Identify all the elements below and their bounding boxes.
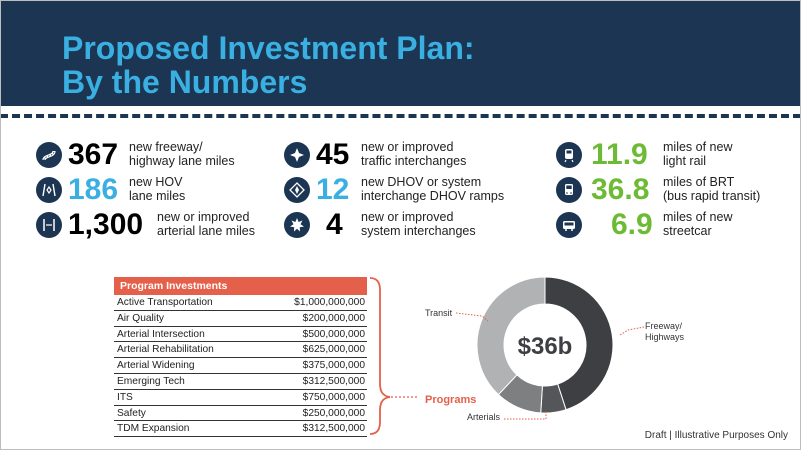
table-header: Program Investments xyxy=(114,277,367,295)
stat-number: 4 xyxy=(326,208,343,241)
table-row: Emerging Tech $312,500,000 xyxy=(114,374,367,390)
transit-leader-line xyxy=(456,312,489,322)
row-investment-value: $250,000,000 xyxy=(302,407,365,419)
stat-desc-line1: miles of new xyxy=(663,140,733,154)
stat-number: 186 xyxy=(68,173,119,206)
draft-disclaimer: Draft | Illustrative Purposes Only xyxy=(644,430,788,441)
table-row: Active Transportation $1,000,000,000 xyxy=(114,295,367,311)
chart-label-transit: Transit xyxy=(425,308,453,318)
row-investment-value: $312,500,000 xyxy=(302,375,365,387)
row-investment-value: $200,000,000 xyxy=(302,312,365,324)
row-program-name: Emerging Tech xyxy=(117,375,185,387)
row-investment-value: $375,000,000 xyxy=(302,360,365,372)
dhov-interchange-icon xyxy=(284,177,310,203)
table-row: Safety $250,000,000 xyxy=(114,406,367,422)
programs-label: Programs xyxy=(425,394,477,406)
stat-description: miles of BRT (bus rapid transit) xyxy=(663,175,760,203)
row-investment-value: $625,000,000 xyxy=(302,344,365,356)
row-program-name: Active Transportation xyxy=(117,297,213,308)
arterial-road-icon xyxy=(36,212,62,238)
header-banner: Proposed Investment Plan: By the Numbers xyxy=(0,0,801,106)
stat-desc-line2: highway lane miles xyxy=(129,154,235,168)
row-program-name: Arterial Intersection xyxy=(117,328,205,340)
stat-number: 367 xyxy=(68,138,119,171)
stat-description: miles of new streetcar xyxy=(663,210,732,238)
stat-description: miles of new light rail xyxy=(663,140,732,168)
stat-desc-line1: new freeway/ xyxy=(129,140,203,154)
chart-label-freeway: Freeway/ Highways xyxy=(645,321,684,343)
table-row: Arterial Intersection $500,000,000 xyxy=(114,327,367,343)
donut-slices xyxy=(476,276,614,414)
stat-desc-line1: miles of new xyxy=(663,210,733,224)
stat-desc-line2: traffic interchanges xyxy=(361,154,467,168)
donut-slice-transit xyxy=(476,276,546,396)
stat-desc-line2: light rail xyxy=(663,154,707,168)
stat-description: new HOV lane miles xyxy=(129,175,185,203)
stat-desc-line1: new or improved xyxy=(157,210,250,224)
row-investment-value: $500,000,000 xyxy=(302,328,365,340)
row-program-name: Arterial Widening xyxy=(117,360,195,372)
freeway-leader-line xyxy=(619,326,645,336)
road-curve-icon xyxy=(36,142,62,168)
donut-center-label: $36b xyxy=(518,333,573,360)
stat-number: 12 xyxy=(316,173,350,206)
table-row: TDM Expansion $312,500,000 xyxy=(114,421,367,438)
stat-number: 6.9 xyxy=(611,208,653,241)
title-line-1: Proposed Investment Plan: xyxy=(62,30,475,66)
table-body: Active Transportation $1,000,000,000 Air Q… xyxy=(114,295,367,438)
stat-description: new or improved system interchanges xyxy=(361,210,476,238)
stat-desc-line1: new or improved xyxy=(361,140,454,154)
table-row: ITS $750,000,000 xyxy=(114,390,367,406)
system-interchange-icon xyxy=(284,212,310,238)
stat-number: 36.8 xyxy=(591,173,650,206)
hov-lane-icon xyxy=(36,177,62,203)
stat-desc-line1: miles of BRT xyxy=(663,175,735,189)
stat-description: new freeway/ highway lane miles xyxy=(129,140,235,168)
stat-desc-line2: streetcar xyxy=(663,224,712,238)
donut-slice-freeway-highways xyxy=(544,276,614,411)
interchange-star-icon xyxy=(284,142,310,168)
table-row: Air Quality $200,000,000 xyxy=(114,311,367,327)
investment-donut-chart: $36b xyxy=(476,276,614,414)
stat-number: 45 xyxy=(316,138,350,171)
light-rail-icon xyxy=(556,142,582,168)
stat-number: 11.9 xyxy=(591,138,648,171)
table-row: Arterial Widening $375,000,000 xyxy=(114,358,367,374)
row-investment-value: $750,000,000 xyxy=(302,391,365,403)
stat-desc-line2: lane miles xyxy=(129,189,186,203)
row-program-name: Arterial Rehabilitation xyxy=(117,344,214,356)
arterials-leader-line xyxy=(504,411,547,420)
programs-bracket xyxy=(369,277,418,435)
row-investment-value: $312,500,000 xyxy=(302,423,365,435)
stat-description: new or improved traffic interchanges xyxy=(361,140,466,168)
stat-description: new or improved arterial lane miles xyxy=(157,210,255,238)
chart-label-arterials: Arterials xyxy=(467,412,501,422)
stat-desc-line1: new DHOV or system xyxy=(361,175,482,189)
title-line-2: By the Numbers xyxy=(62,64,308,100)
freeway-label-line2: Highways xyxy=(645,332,685,342)
row-program-name: TDM Expansion xyxy=(117,423,190,435)
streetcar-icon xyxy=(556,212,582,238)
freeway-label-line1: Freeway/ xyxy=(645,321,683,331)
stat-desc-line2: arterial lane miles xyxy=(157,224,255,238)
stat-desc-line1: new or improved xyxy=(361,210,454,224)
brt-icon xyxy=(556,177,582,203)
page-title: Proposed Investment Plan: By the Numbers xyxy=(62,31,475,99)
stat-desc-line2: (bus rapid transit) xyxy=(663,189,761,203)
row-program-name: Safety xyxy=(117,407,146,419)
stat-description: new DHOV or system interchange DHOV ramp… xyxy=(361,175,504,203)
stat-desc-line2: system interchanges xyxy=(361,224,476,238)
row-program-name: Air Quality xyxy=(117,312,164,324)
table-row: Arterial Rehabilitation $625,000,000 xyxy=(114,342,367,359)
row-investment-value: $1,000,000,000 xyxy=(294,297,365,308)
stat-desc-line2: interchange DHOV ramps xyxy=(361,189,505,203)
stat-desc-line1: new HOV xyxy=(129,175,183,189)
dashed-divider xyxy=(0,114,801,118)
row-program-name: ITS xyxy=(117,391,133,403)
program-investments-table: Program Investments Active Transportatio… xyxy=(114,277,367,438)
stat-number: 1,300 xyxy=(68,208,144,241)
